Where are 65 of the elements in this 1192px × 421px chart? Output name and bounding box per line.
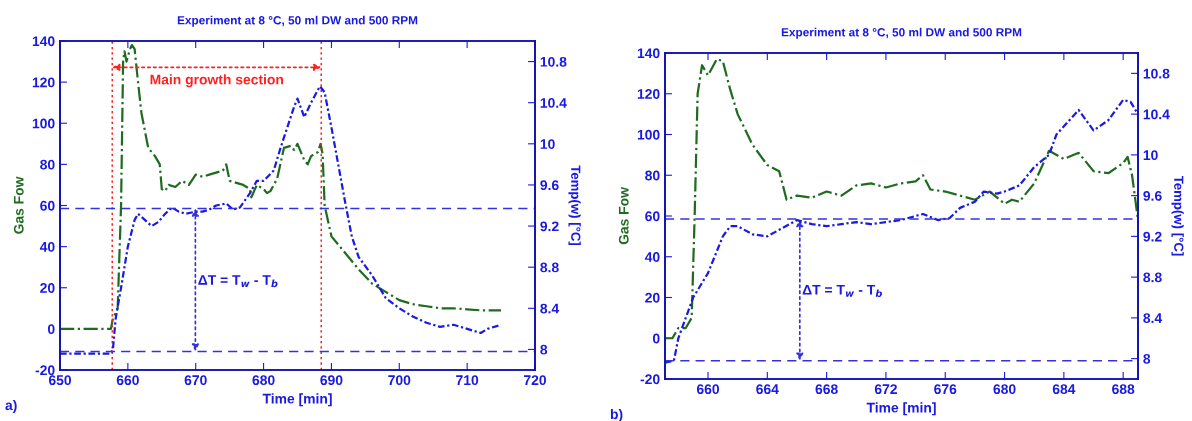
x-tick-label: 690 [320,375,343,386]
x-tick-label: 672 [874,384,897,395]
chart-title: Experiment at 8 °C, 50 ml DW and 500 RPM [781,27,1022,39]
x-tick-label: 650 [48,375,72,386]
y-tick-label: 20 [40,283,55,293]
y-tick-label: 40 [39,241,55,252]
x-tick-label: 720 [524,375,547,386]
y2-tick-label: 8.8 [1143,272,1162,283]
y2-tick-label: 8.8 [540,262,559,273]
annotation: ΔT = T$_{w}$ - T$_{b}$ [802,284,882,297]
x-tick-label: 680 [993,384,1016,395]
y2-tick-label: 9.6 [1143,190,1162,201]
x-axis-title: Time [min] [262,393,332,407]
y-tick-label: 100 [32,118,55,129]
text: b) [610,408,623,421]
x-tick-label: 668 [815,384,838,395]
y2-tick-label: 10.8 [1143,68,1170,79]
y-tick-label: 120 [32,77,55,88]
annotation: Main growth section [150,74,284,88]
x-tick-label: 688 [1112,384,1135,395]
y2-tick-label: 10.8 [540,56,567,67]
x-tick-label: 670 [184,375,207,386]
y2-tick-label: 10 [540,139,555,149]
y2-tick-label: 8 [1143,353,1151,364]
x-tick-label: 710 [456,375,479,386]
x-tick-label: 684 [1052,384,1076,395]
x-tick-label: 660 [696,384,720,395]
x-tick-label: 664 [756,384,779,395]
x-axis-title: Time [min] [866,402,936,416]
annotation: ΔT = T$_{w}$ - T$_{b}$ [198,275,278,288]
y-tick-label: 60 [645,211,660,222]
y2-axis-title: Temp(w) [°C] [1171,175,1184,256]
chart-title: Experiment at 8 °C, 50 ml DW and 500 RPM [177,15,418,27]
y2-tick-label: 9.6 [540,180,559,191]
y-tick-label: 0 [47,324,55,335]
y-tick-label: 0 [652,333,660,344]
y-tick-label: -20 [640,374,660,385]
line-series [60,44,503,330]
y-tick-label: 40 [644,252,660,262]
y2-tick-label: 8.4 [1143,313,1163,324]
y2-tick-label: 8.4 [540,303,560,314]
y-tick-label: 80 [645,170,660,181]
line-series [665,58,1138,340]
y-tick-label: 140 [32,36,55,47]
y-tick-label: 100 [637,129,660,140]
y2-tick-label: 9.2 [1143,231,1162,242]
y-tick-label: 60 [40,200,55,211]
y-tick-label: -20 [35,365,55,376]
x-tick-label: 680 [252,375,275,386]
x-tick-label: 700 [388,375,411,386]
y2-tick-label: 8 [540,344,548,355]
y-axis-title: Gas Fow [13,176,24,234]
y2-tick-label: 10.4 [540,98,567,108]
text: a) [5,399,17,413]
y2-tick-label: 10 [1143,150,1158,161]
y-tick-label: 20 [645,292,660,303]
y2-tick-label: 10.4 [1143,109,1170,120]
y2-tick-label: 9.2 [540,221,559,232]
y2-axis-title: Temp(w) [°C] [568,165,581,246]
x-tick-label: 660 [116,375,139,386]
y-tick-label: 120 [637,89,660,99]
x-tick-label: 676 [934,384,957,395]
y-axis-title: Gas Fow [618,187,629,245]
y-tick-label: 80 [40,159,55,170]
y-tick-label: 140 [637,48,660,59]
